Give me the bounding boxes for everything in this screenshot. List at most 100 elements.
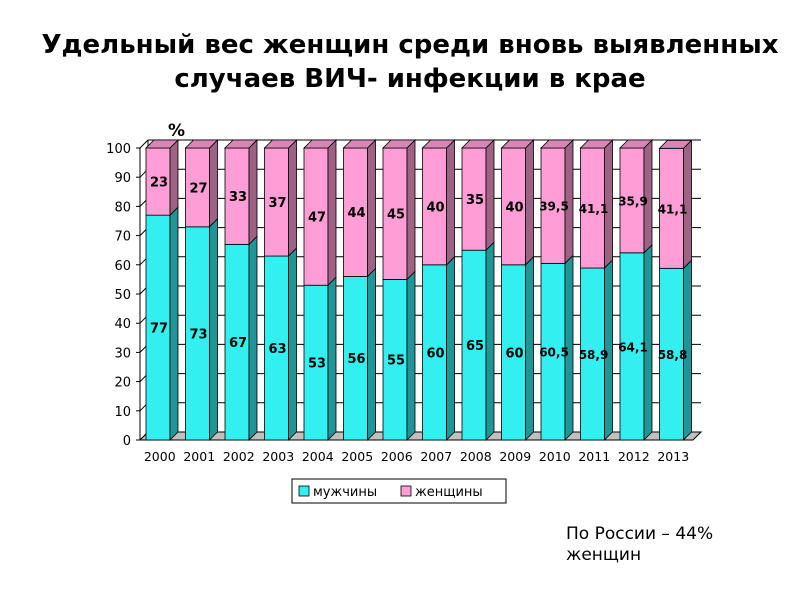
y-tick-label: 80 <box>114 200 131 215</box>
chart-title: Удельный вес женщин среди вновь выявленн… <box>40 28 780 96</box>
x-tick-label-2012: 2012 <box>618 449 650 464</box>
bar-men-2009-side <box>525 255 534 441</box>
data-label-men-2010: 60,5 <box>539 346 569 360</box>
legend: мужчины женщины <box>291 478 507 504</box>
bar-men-2008-side <box>485 241 495 441</box>
x-tick-label-2009: 2009 <box>499 449 531 464</box>
x-tick-label-2001: 2001 <box>183 449 215 464</box>
data-label-women-2008: 35 <box>466 193 484 208</box>
bar-men-2012 <box>619 252 645 441</box>
bar-women-2011 <box>580 147 605 269</box>
bars <box>145 139 693 441</box>
bar-women-2000-top <box>145 139 179 149</box>
bar-women-2002-top <box>224 139 258 149</box>
x-tick-label-2013: 2013 <box>657 449 689 464</box>
bar-women-2013 <box>659 147 684 269</box>
bar-men-2005 <box>343 276 368 441</box>
bar-women-2006-side <box>406 139 416 281</box>
y-tick-label: 10 <box>114 405 131 420</box>
bar-women-2012-top <box>619 139 653 149</box>
y-tick-label: 0 <box>123 434 131 449</box>
data-labels: 77 23 73 27 67 33 63 37 53 47 56 44 55 45 60 40 65 35 60 40… <box>150 176 687 372</box>
bar-women-2004-side <box>327 139 337 287</box>
x-tick-label-2011: 2011 <box>578 449 610 464</box>
x-tick-label-2006: 2006 <box>381 449 413 464</box>
bar-women-2008-top <box>461 139 495 149</box>
x-tick-label-2000: 2000 <box>144 449 176 464</box>
bar-women-2003-top <box>263 139 298 149</box>
note-line-1: По России – 44% <box>566 524 714 544</box>
data-label-men-2000: 77 <box>150 322 168 337</box>
bar-men-2002-side <box>248 235 258 441</box>
gridlines <box>139 139 701 441</box>
bar-women-2001-top <box>184 139 219 149</box>
gridline-side <box>139 139 149 149</box>
bar-men-2008 <box>461 249 487 441</box>
bar-men-2006-side <box>406 270 416 441</box>
y-tick-label: 90 <box>114 171 131 186</box>
data-label-men-2012: 64,1 <box>618 340 648 354</box>
y-tick-label: 30 <box>114 346 131 361</box>
bar-women-2009 <box>501 147 526 266</box>
data-label-women-2001: 27 <box>189 181 207 196</box>
bar-women-2009-side <box>525 139 534 266</box>
note-line-2: женщин <box>566 545 642 565</box>
bar-men-2010 <box>540 262 566 441</box>
x-tick-label-2004: 2004 <box>302 449 334 464</box>
legend-swatch-women <box>400 485 412 497</box>
bar-women-2007-top <box>421 139 456 149</box>
bar-men-2004-side <box>327 276 337 441</box>
bar-women-2001 <box>185 147 210 228</box>
chart-title-line-2: случаев ВИЧ- инфекции в крае <box>174 64 646 94</box>
bar-women-2004-top <box>303 139 337 149</box>
y-tick-label: 50 <box>114 288 131 303</box>
data-label-women-2009: 40 <box>505 200 523 215</box>
y-tick-label: 40 <box>114 317 131 332</box>
y-tick-label: 20 <box>114 376 131 391</box>
bar-men-2007 <box>422 264 447 441</box>
data-label-women-2011: 41,1 <box>579 202 609 216</box>
data-label-women-2000: 23 <box>150 176 168 191</box>
bar-men-2001 <box>185 226 210 441</box>
bar-women-2011-top <box>579 139 614 149</box>
data-label-men-2004: 53 <box>308 357 326 372</box>
bar-women-2013-top <box>658 139 693 149</box>
bar-men-2004 <box>303 284 329 441</box>
legend-label-women: женщины <box>415 485 483 500</box>
bar-women-2008-side <box>485 139 495 252</box>
bar-women-2002-side <box>248 139 258 246</box>
data-label-women-2006: 45 <box>387 208 405 223</box>
bar-women-2006-top <box>382 139 416 149</box>
bar-men-2003 <box>264 255 289 441</box>
bar-men-2000-side <box>169 206 179 441</box>
data-label-men-2009: 60 <box>505 346 523 361</box>
legend-swatch-men <box>298 485 310 497</box>
data-label-men-2002: 67 <box>229 336 247 351</box>
legend-box <box>291 478 507 504</box>
data-label-men-2001: 73 <box>189 327 207 342</box>
bar-women-2000-side <box>169 139 179 217</box>
data-label-women-2005: 44 <box>347 206 365 221</box>
x-tick-label-2007: 2007 <box>420 449 452 464</box>
y-tick-label: 70 <box>114 230 131 245</box>
bar-women-2005-side <box>367 139 376 278</box>
data-label-men-2005: 56 <box>347 352 365 367</box>
bar-women-2003-side <box>288 139 297 258</box>
bar-women-2001-side <box>209 139 218 228</box>
bar-women-2006 <box>382 147 408 280</box>
bar-women-2004 <box>303 147 329 286</box>
data-label-men-2006: 55 <box>387 354 405 369</box>
x-tick-label-2005: 2005 <box>341 449 373 464</box>
bar-women-2000 <box>145 147 171 216</box>
bar-men-2013 <box>659 267 684 441</box>
bar-men-2003-side <box>288 247 297 441</box>
chart-title-line-1: Удельный вес женщин среди вновь выявленн… <box>41 30 779 60</box>
bar-women-2009-top <box>500 139 535 149</box>
bar-women-2010 <box>540 147 566 264</box>
data-label-women-2003: 37 <box>268 196 286 211</box>
data-label-men-2013: 58,8 <box>658 348 688 362</box>
x-tick-label-2008: 2008 <box>460 449 492 464</box>
bar-women-2010-top <box>540 139 574 149</box>
data-label-men-2011: 58,9 <box>579 348 609 362</box>
